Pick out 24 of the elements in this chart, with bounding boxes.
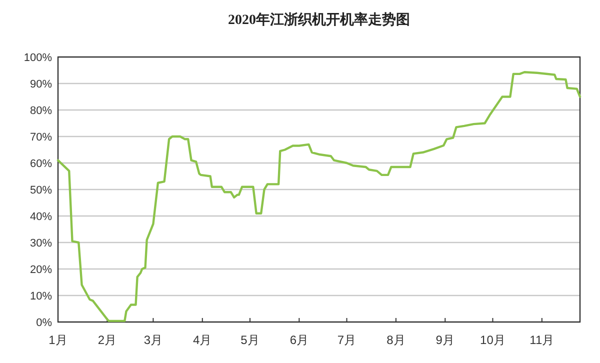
x-tick-label: 9月 — [436, 333, 454, 347]
y-tick-label: 80% — [30, 105, 52, 117]
line-series — [56, 71, 582, 322]
y-tick-label: 70% — [30, 132, 52, 144]
x-tick-label: 11月 — [530, 333, 554, 347]
x-tick-label: 10月 — [480, 333, 506, 347]
y-tick-label: 30% — [30, 238, 52, 250]
y-tick-label: 10% — [30, 290, 52, 302]
chart-title: 2020年江浙织机开机率走势图 — [228, 11, 410, 28]
y-tick-label: 50% — [30, 184, 52, 196]
x-tick-label: 4月 — [193, 333, 212, 347]
x-tick-label: 6月 — [290, 333, 309, 347]
x-tick-label: 5月 — [240, 333, 260, 347]
y-tick-label: 40% — [30, 211, 52, 223]
y-tick-label: 0% — [36, 317, 52, 329]
x-tick-label: 2月 — [98, 333, 117, 347]
y-tick-label: 90% — [30, 78, 52, 90]
y-tick-label: 20% — [30, 264, 52, 276]
x-tick-label: 1月 — [48, 333, 68, 347]
x-tick-label: 8月 — [386, 333, 406, 347]
x-tick-label: 3月 — [144, 333, 163, 347]
y-tick-label: 60% — [30, 158, 52, 170]
x-tick-label: 7月 — [337, 333, 356, 347]
y-tick-label: 100% — [24, 52, 52, 64]
